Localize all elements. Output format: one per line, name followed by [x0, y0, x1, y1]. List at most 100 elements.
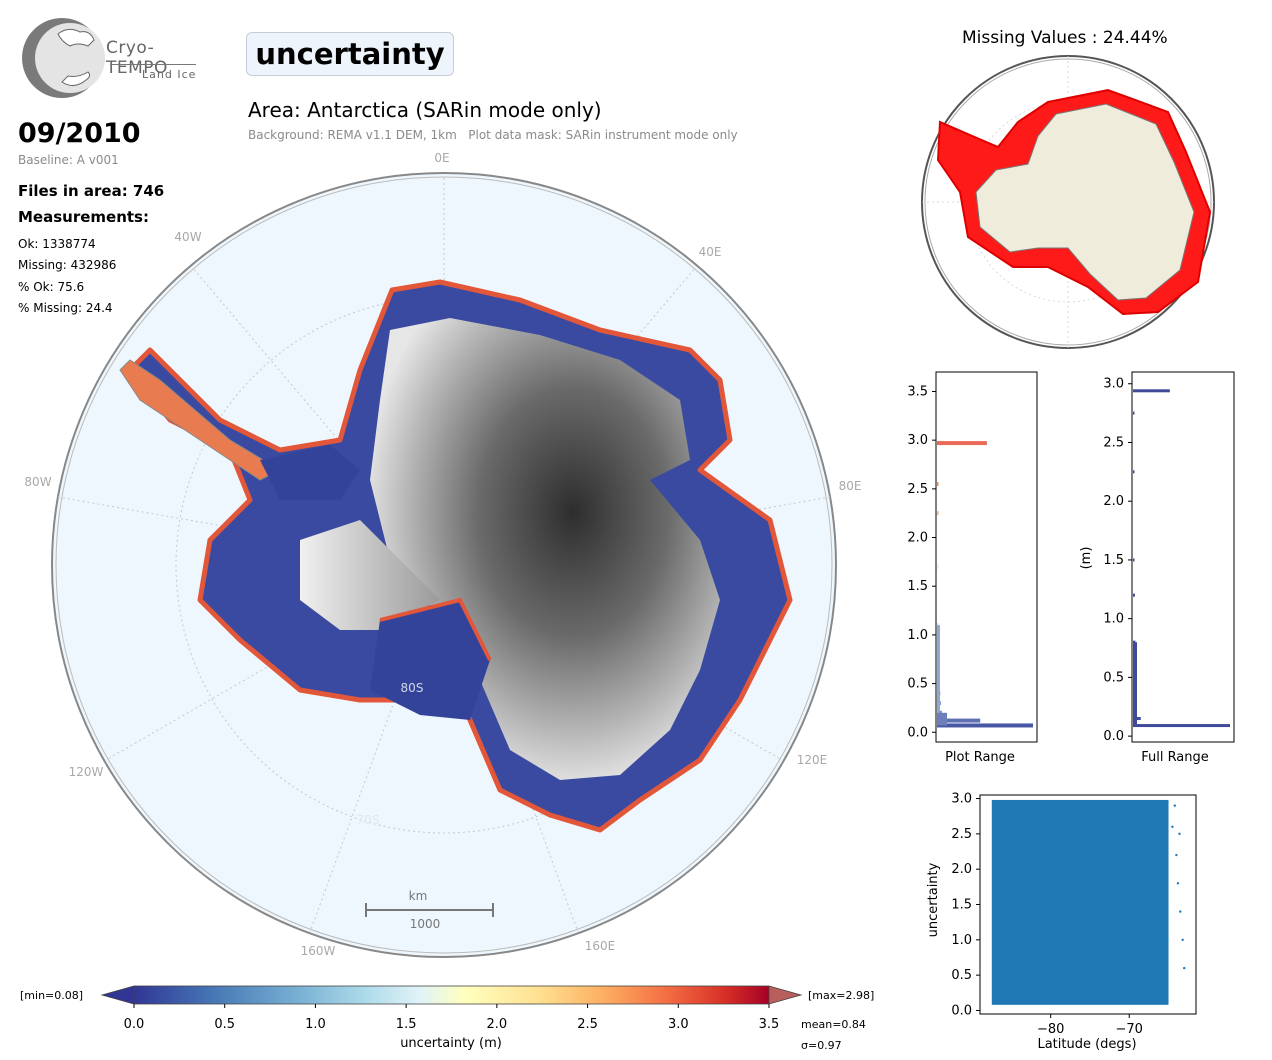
colorbar-tick-label: 0.5	[214, 1017, 235, 1032]
lat-label-70s: 70S	[357, 813, 380, 827]
hist-full-range-bar	[1133, 470, 1135, 474]
hist-full-range-ytick-label: 1.5	[1103, 553, 1124, 568]
scatter-point	[1181, 938, 1184, 942]
measurements-heading: Measurements:	[18, 208, 149, 226]
colorbar: 0.0 0.5 1.0 1.5 2.0 2.5 3.0 3.5 [min=0.08] [max…	[20, 985, 874, 1052]
map-weddell-shelf	[260, 445, 360, 500]
colorbar-sigma: σ=0.97	[801, 1039, 842, 1052]
hist-full-range-bar	[1133, 389, 1170, 393]
hist-full-range-ytick-label: 0.5	[1103, 670, 1124, 685]
scatter-ytick-label: 0.0	[951, 1003, 972, 1018]
lon-label-0e: 0E	[434, 151, 449, 165]
lon-label-120w: 120W	[69, 765, 104, 779]
hist-plot-range-ytick-label: 3.5	[907, 384, 928, 399]
missing-land	[975, 103, 1195, 301]
hist-plot-range-bar	[937, 441, 987, 446]
area-title: Area: Antarctica (SARin mode only)	[248, 98, 602, 122]
hist-plot-range-ytick-label: 3.0	[907, 433, 928, 448]
logo: Cryo-TEMPO Land Ice	[18, 16, 208, 102]
colorbar-tick-label: 3.5	[759, 1017, 780, 1032]
logo-globe-icon	[22, 18, 105, 98]
hist-plot-range-bar	[937, 511, 939, 516]
hist-plot-range-bar	[937, 625, 940, 713]
lon-label-120e: 120E	[797, 753, 828, 767]
stat-pct-missing: % Missing: 24.4	[18, 301, 113, 315]
colorbar-max-label: [max=2.98]	[808, 989, 874, 1002]
colorbar-tick-label: 2.0	[487, 1017, 508, 1032]
hist-plot-range-bar	[937, 723, 1033, 728]
missing-title: Missing Values : 24.44%	[962, 28, 1168, 48]
files-in-area: Files in area: 746	[18, 182, 165, 200]
map-ross-shelf	[370, 600, 490, 720]
hist-plot-range-ytick-label: 0.5	[907, 677, 928, 692]
scatter-axes	[979, 794, 1197, 1015]
lon-label-80e: 80E	[839, 479, 862, 493]
hist-full-range-ytick-label: 2.5	[1103, 435, 1124, 450]
lat-label-80s: 80S	[401, 681, 424, 695]
hist-full-range: (m) 0.0 0.5 1.0 1.5 2.0 2.5 3.0 Full Range	[1079, 371, 1235, 765]
scatter-plot: uncertainty 0.00.51.01.52.02.53.0−80 −70 …	[926, 792, 1197, 1052]
hist-full-range-ytick-label: 0.0	[1103, 729, 1124, 744]
hist-full-range-axes	[1131, 371, 1235, 743]
scatter-point	[1173, 804, 1176, 807]
scatter-point	[1175, 853, 1178, 857]
hist-full-range-bar	[1133, 411, 1135, 415]
colorbar-min-extend	[100, 985, 135, 1005]
main-map: 0E 40E 80E 120E 160E 160W 120W 80W 40W 8…	[24, 151, 862, 958]
hist-full-range-bar	[1133, 642, 1137, 726]
date-label: 09/2010	[18, 118, 141, 149]
stat-ok: Ok: 1338774	[18, 237, 96, 251]
scatter-xtick-label: −80	[1037, 1022, 1064, 1037]
scatter-dense-points	[991, 799, 1169, 1005]
hist-plot-range-ytick-label: 2.0	[907, 531, 928, 546]
parameter-title: uncertainty	[246, 32, 454, 76]
scatter-point	[1178, 832, 1181, 836]
map-peninsula	[119, 359, 282, 481]
missing-map	[921, 55, 1215, 349]
scatter-point	[1179, 910, 1182, 913]
map-dem-east	[370, 318, 720, 780]
map-dem-west	[300, 520, 440, 630]
colorbar-tick-label: 2.5	[577, 1017, 598, 1032]
scatter-point	[1171, 825, 1174, 828]
hist-full-range-ytick-label: 1.0	[1103, 612, 1124, 627]
colorbar-label: uncertainty (m)	[400, 1036, 502, 1051]
scatter-point	[1176, 882, 1180, 885]
hist-plot-range-bar	[937, 718, 981, 723]
lon-label-40e: 40E	[699, 245, 722, 259]
scatter-ytick-label: 1.0	[951, 933, 972, 948]
baseline-label: Baseline: A v001	[18, 153, 119, 167]
hist-plot-range-xlabel: Plot Range	[945, 750, 1015, 765]
scatter-point	[1183, 966, 1186, 970]
scale-bar: km 1000	[365, 889, 494, 931]
hist-plot-range-ytick-label: 1.5	[907, 579, 928, 594]
lon-label-80w: 80W	[24, 475, 51, 489]
hist-plot-range-bar	[937, 481, 939, 486]
scatter-ytick-label: 2.0	[951, 862, 972, 877]
hist-plot-range: 0.0 0.5 1.0 1.5 2.0 2.5 3.0 3.5 Plot Range	[907, 371, 1038, 765]
hist-plot-range-ytick-label: 0.0	[907, 725, 928, 740]
scatter-ytick-label: 3.0	[951, 792, 972, 807]
colorbar-tick-label: 0.0	[124, 1017, 145, 1032]
colorbar-min-label: [min=0.08]	[20, 989, 83, 1002]
logo-divider	[110, 64, 196, 65]
logo-name: Cryo-TEMPO	[106, 38, 168, 78]
scale-value: 1000	[410, 917, 441, 931]
lon-label-160w: 160W	[301, 944, 336, 958]
hist-full-range-bar	[1133, 558, 1135, 562]
lon-label-40w: 40W	[174, 230, 201, 244]
colorbar-gradient	[133, 985, 770, 1005]
colorbar-mean: mean=0.84	[801, 1018, 866, 1031]
stat-pct-ok: % Ok: 75.6	[18, 280, 85, 294]
scatter-ytick-label: 1.5	[951, 898, 972, 913]
hist-full-range-bar	[1133, 724, 1230, 728]
background-note: Background: REMA v1.1 DEM, 1km Plot data…	[248, 128, 738, 142]
colorbar-tick-label: 3.0	[668, 1017, 689, 1032]
hist-full-range-ytick-label: 3.0	[1103, 377, 1124, 392]
scale-unit: km	[409, 889, 428, 903]
hist-plot-range-ytick-label: 2.5	[907, 482, 928, 497]
stat-missing: Missing: 432986	[18, 258, 117, 272]
scatter-ylabel: uncertainty	[926, 862, 941, 937]
hist-full-range-bar	[1133, 593, 1135, 597]
scatter-ytick-label: 0.5	[951, 968, 972, 983]
